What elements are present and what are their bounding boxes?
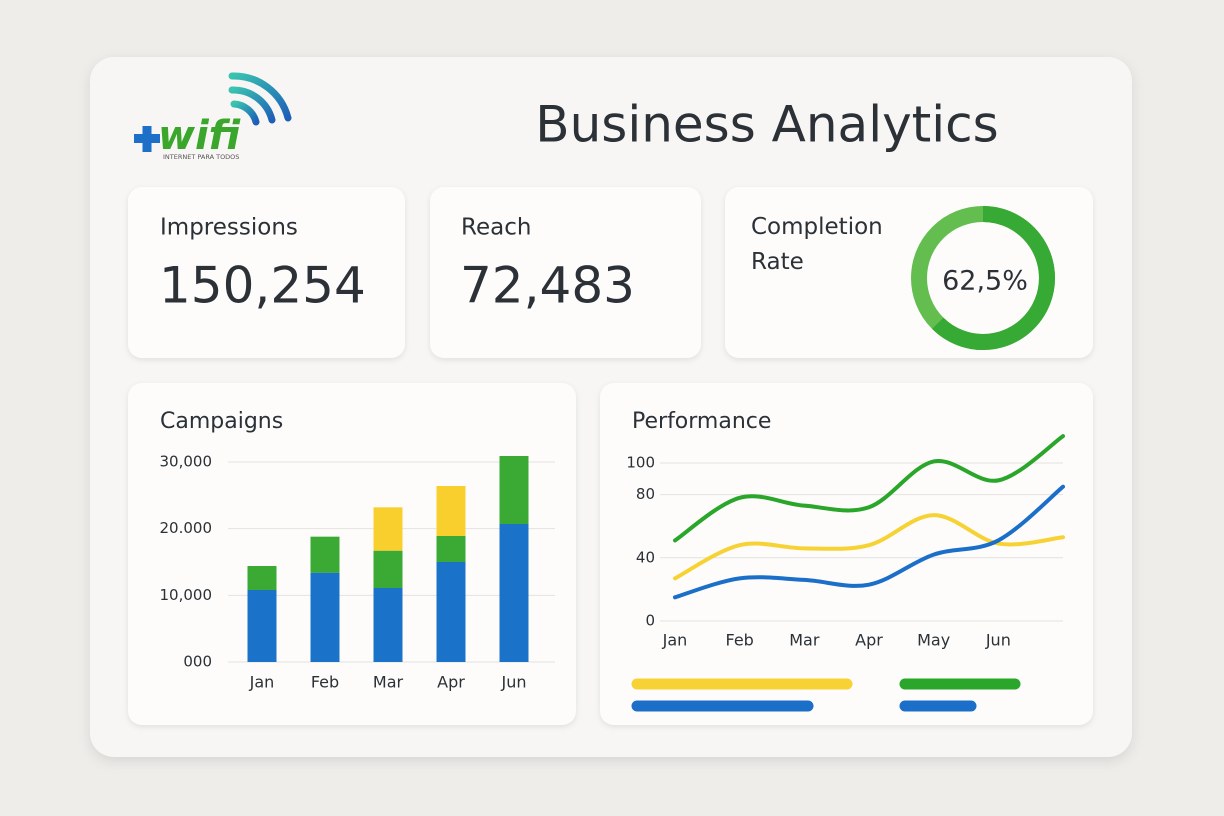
x-tick-label: Mar <box>789 631 820 650</box>
x-tick-label: Jan <box>249 673 275 692</box>
x-tick-label: May <box>917 631 950 650</box>
y-tick-label: 100 <box>626 454 655 472</box>
logo-name: wifi <box>158 113 241 159</box>
kpi-value: 72,483 <box>460 257 635 315</box>
legend-bars <box>631 678 1021 712</box>
bar-segment <box>247 566 277 590</box>
kpi-label: Impressions <box>160 215 298 241</box>
y-tick-label: 10,000 <box>160 586 213 604</box>
bar-segment <box>373 550 403 588</box>
bar-segment <box>373 507 403 551</box>
donut-arc <box>932 206 1055 350</box>
x-tick-label: Jun <box>501 673 527 692</box>
y-tick-label: 20.000 <box>160 519 213 537</box>
kpi-label: Reach <box>461 215 531 241</box>
donut-value: 62,5% <box>942 266 1028 297</box>
x-tick-label: Jan <box>662 631 688 650</box>
x-tick-label: Apr <box>437 673 465 692</box>
page-title: Business Analytics <box>535 96 998 154</box>
bar-segment <box>436 536 466 562</box>
kpi-label: Completion Rate <box>751 214 883 275</box>
logo-tagline: INTERNET PARA TODOS <box>163 153 239 161</box>
chart-title: Campaigns <box>160 409 283 434</box>
kpi-value: 150,254 <box>159 257 366 315</box>
bar-segment <box>436 562 466 662</box>
y-tick-label: 40 <box>636 548 655 566</box>
bar-segment <box>373 588 403 662</box>
logo: wifi INTERNET PARA TODOS <box>134 72 292 161</box>
kpi-card <box>128 187 405 358</box>
line-series <box>673 434 1065 543</box>
y-tick-label: 000 <box>183 653 212 671</box>
line-series <box>673 513 1065 581</box>
y-tick-label: 80 <box>636 485 655 503</box>
kpi-card <box>725 187 1093 358</box>
x-tick-label: Apr <box>855 631 883 650</box>
x-tick-label: Jun <box>985 631 1011 650</box>
x-tick-label: Feb <box>726 631 754 650</box>
x-tick-label: Feb <box>311 673 339 692</box>
bar-segment <box>247 590 277 662</box>
y-tick-label: 30,000 <box>160 453 213 471</box>
bar-segment <box>499 456 529 524</box>
kpi-card <box>430 187 701 358</box>
chart-title: Performance <box>632 409 771 434</box>
chart-card <box>600 383 1093 725</box>
bar-segment <box>436 486 466 536</box>
bar-segment <box>310 572 340 662</box>
bar-segment <box>499 524 529 662</box>
x-tick-label: Mar <box>373 673 404 692</box>
bar-segment <box>310 536 340 573</box>
line-series <box>673 484 1065 600</box>
y-tick-label: 0 <box>645 612 655 630</box>
